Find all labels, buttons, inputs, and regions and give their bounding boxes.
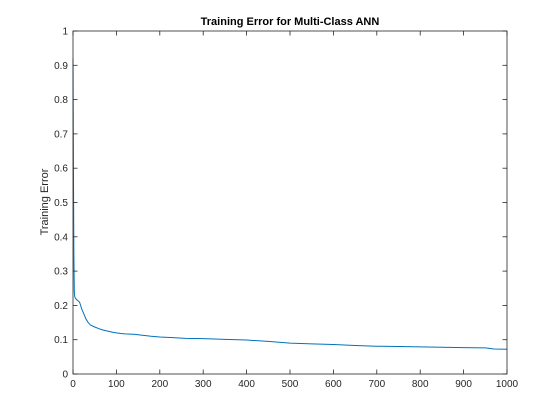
x-tick-label: 1000 bbox=[496, 379, 519, 390]
x-tick-label: 100 bbox=[108, 379, 125, 390]
y-tick-label: 0.8 bbox=[54, 95, 68, 106]
training-error-series-line bbox=[72, 58, 508, 350]
y-tick-label: 0.1 bbox=[54, 335, 68, 346]
x-tick-label: 500 bbox=[282, 379, 299, 390]
x-tick-label: 800 bbox=[412, 379, 429, 390]
y-tick-label: 1 bbox=[62, 27, 68, 38]
x-tick-label: 600 bbox=[325, 379, 342, 390]
y-tick-label: 0.2 bbox=[54, 301, 68, 312]
y-tick-label: 0.6 bbox=[54, 164, 68, 175]
labels-layer: 0 100 200 300 400 500 600 700 800 900 1000 0 0.1 0.2 0… bbox=[54, 27, 518, 391]
series-layer bbox=[72, 58, 508, 350]
x-tick-label: 200 bbox=[151, 379, 168, 390]
y-tick-label: 0.4 bbox=[54, 232, 68, 243]
chart-title: Training Error for Multi-Class ANN bbox=[201, 16, 380, 28]
y-axis-label: Training Error bbox=[39, 168, 51, 235]
x-tick-label: 300 bbox=[195, 379, 212, 390]
x-tick-label: 400 bbox=[238, 379, 255, 390]
x-tick-label: 0 bbox=[70, 379, 76, 390]
y-tick-label: 0.7 bbox=[54, 129, 68, 140]
x-tick-label: 900 bbox=[455, 379, 472, 390]
y-tick-label: 0 bbox=[62, 370, 68, 381]
y-tick-label: 0.9 bbox=[54, 61, 68, 72]
plot-frame bbox=[72, 30, 508, 375]
plot-background bbox=[73, 31, 507, 374]
x-tick-label: 700 bbox=[368, 379, 385, 390]
y-tick-label: 0.3 bbox=[54, 267, 68, 278]
y-tick-label: 0.5 bbox=[54, 198, 68, 209]
